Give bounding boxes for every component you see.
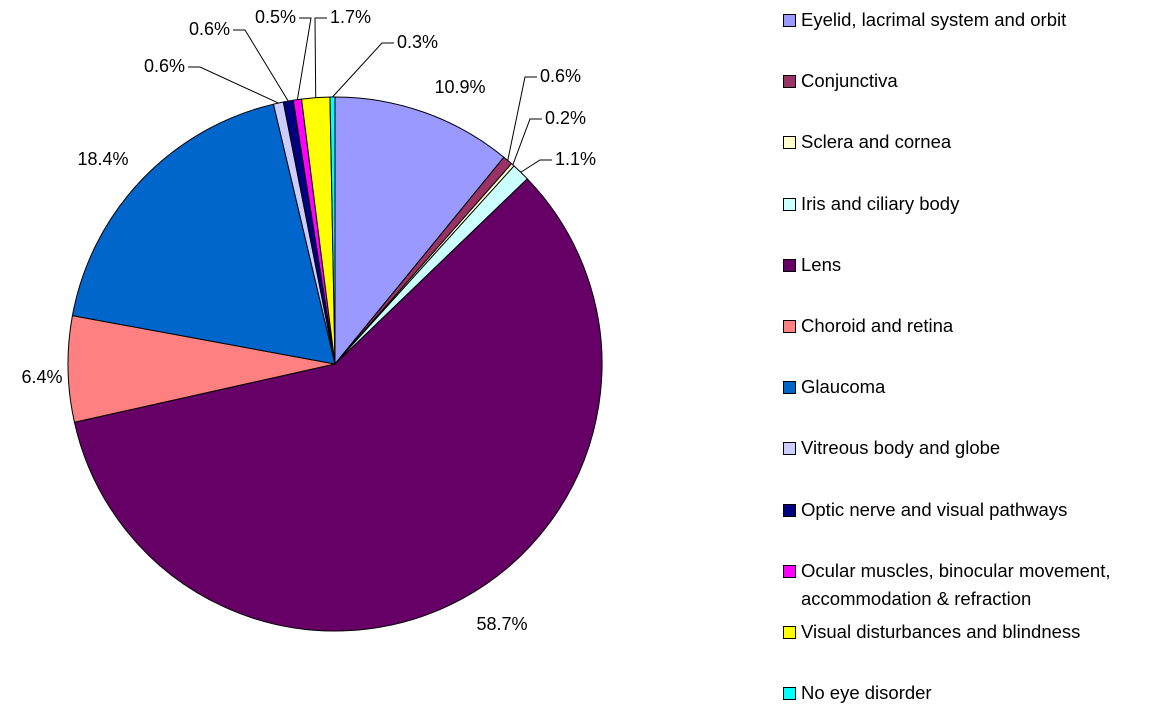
legend-swatch [783,626,796,639]
legend-item: No eye disorder [783,679,1173,704]
leader-line [188,66,279,104]
data-label: 0.6% [144,56,185,76]
legend-swatch [783,197,796,211]
legend-item: Visual disturbances and blindness [783,618,1173,646]
legend-label: Choroid and retina [801,315,954,336]
legend-item: Sclera and cornea [783,128,1173,156]
legend-label: Iris and ciliary body [801,192,960,214]
legend-label: Ocular muscles, binocular movement, acco… [801,559,1111,609]
data-label: 18.4% [77,149,128,169]
leader-line [314,17,327,98]
legend-label: Vitreous body and globe [801,437,1001,459]
data-label: 1.1% [555,149,596,169]
pie-slice [71,103,336,365]
legend-item: Ocular muscles, binocular movement, acco… [783,557,1173,613]
data-label: 0.6% [540,66,581,86]
pie-slice [334,96,505,366]
leader-line [233,29,289,102]
legend-item: Choroid and retina [783,312,1173,340]
leader-line [520,159,552,173]
legend-label: Glaucoma [801,376,886,398]
legend-item: Optic nerve and visual pathways [783,496,1173,524]
data-label: 0.3% [397,32,438,52]
legend-swatch [783,14,796,27]
data-label: 10.9% [434,77,485,97]
legend-label: Lens [801,253,842,275]
leader-line [507,76,537,161]
data-label: 0.6% [189,19,230,39]
legend-label: Conjunctiva [801,70,898,92]
legend-swatch [783,75,796,89]
legend-label: Visual disturbances and blindness [801,621,1081,642]
data-label: 0.5% [255,7,296,27]
data-label: 58.7% [476,614,527,634]
legend-swatch [783,320,796,333]
legend-swatch [783,258,796,272]
legend-item: Iris and ciliary body [783,190,1173,218]
data-label: 6.4% [21,367,62,387]
legend-swatch [783,381,796,395]
legend-item: Lens [783,251,1173,279]
legend-swatch [783,442,796,456]
pie-slice [73,178,603,632]
legend-label: No eye disorder [801,682,932,704]
pie-area: 10.9%0.6%0.2%1.1%58.7%6.4%18.4%0.6%0.6%0… [21,7,603,634]
legend-item: Vitreous body and globe [783,434,1173,462]
leader-line [332,42,394,98]
leader-line [512,118,542,166]
legend-item: Glaucoma [783,373,1173,401]
legend-item: Eyelid, lacrimal system and orbit [783,6,1173,34]
legend-label: Sclera and cornea [801,131,952,153]
leader-line [296,17,312,100]
legend-swatch [783,564,796,578]
legend-label: Eyelid, lacrimal system and orbit [801,9,1067,30]
data-label: 0.2% [545,108,586,128]
legend-swatch [783,687,796,701]
legend-swatch [783,503,796,517]
legend-item: Conjunctiva [783,67,1173,95]
legend-label: Optic nerve and visual pathways [801,498,1068,520]
legend-swatch [783,136,796,150]
pie-slice [329,96,336,365]
data-label: 1.7% [330,7,371,27]
